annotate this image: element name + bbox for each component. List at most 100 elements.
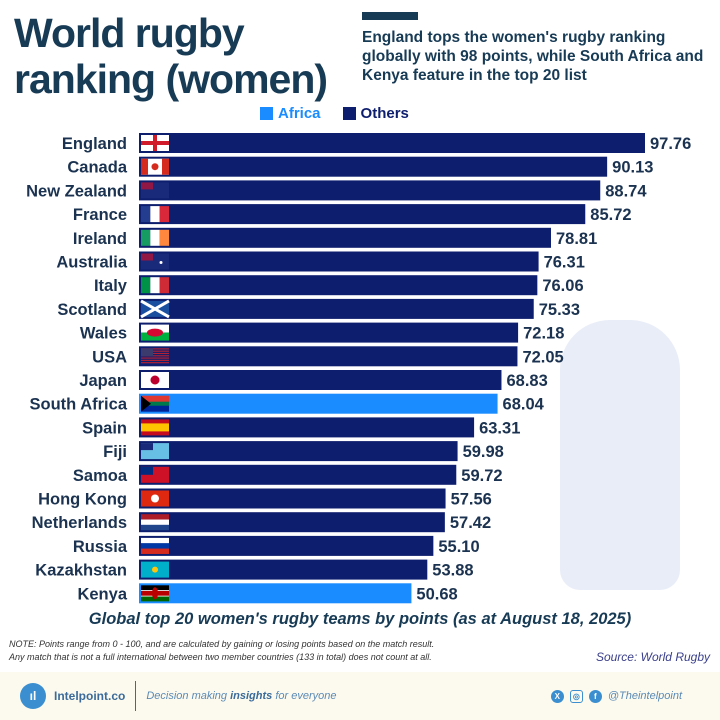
canada-flag-icon (141, 158, 169, 175)
category-label: Kazakhstan (35, 562, 127, 580)
samoa-flag-icon (141, 466, 169, 483)
intelpoint-logo-icon: ıl (20, 683, 46, 709)
spain-flag-icon (141, 419, 169, 436)
tag-bold: insights (230, 690, 273, 702)
facebook-icon[interactable]: f (588, 689, 602, 703)
source: Source: World Rugby (595, 650, 710, 664)
value-label: 90.13 (612, 159, 653, 177)
category-label: Fiji (103, 443, 127, 461)
bar-scotland (139, 298, 534, 319)
usa-flag-icon (141, 348, 169, 364)
footer: ıl Intelpoint.co Decision making insight… (0, 672, 720, 720)
category-label: Spain (82, 419, 127, 437)
hong-kong-flag-icon (141, 490, 169, 507)
bar-usa (139, 346, 518, 367)
bar-fiji (139, 441, 458, 462)
social-links: X ◎ f @Theintelpoint (550, 689, 682, 703)
bar-ireland (139, 227, 551, 248)
bar-russia (139, 535, 434, 556)
bar-kazakhstan (139, 559, 428, 580)
note-line: Any match that is not a full internation… (9, 652, 432, 662)
bar-chart: England 97.76 Canada 90.13 New Zealand 88.74 F… (26, 133, 691, 604)
value-label: 76.31 (544, 254, 585, 272)
x-icon[interactable]: X (550, 689, 564, 703)
instagram-icon[interactable]: ◎ (569, 689, 583, 703)
value-label: 55.10 (438, 538, 479, 556)
kenya-flag-icon (141, 585, 169, 602)
australia-flag-icon (141, 253, 169, 270)
category-label: Samoa (73, 467, 128, 485)
legend-label: Others (360, 105, 409, 122)
value-label: 50.68 (416, 585, 457, 603)
legend-item-others: Others (342, 105, 409, 122)
italy-flag-icon (141, 277, 170, 294)
category-label: Scotland (57, 301, 127, 319)
wales-flag-icon (141, 324, 169, 341)
tagline: Decision making insights for everyone (146, 690, 336, 702)
subtitle: England tops the women's rugby ranking g… (362, 29, 704, 84)
value-label: 57.56 (451, 491, 492, 509)
value-label: 68.83 (506, 372, 547, 390)
category-label: Netherlands (32, 514, 127, 532)
category-label: Canada (67, 159, 127, 177)
category-label: France (73, 206, 127, 224)
bar-italy (139, 275, 538, 296)
social-handle[interactable]: @Theintelpoint (607, 690, 682, 702)
category-label: USA (92, 348, 127, 366)
bar-south-africa (139, 393, 498, 414)
legend-swatch (342, 107, 356, 120)
category-label: Russia (73, 538, 128, 556)
bar-netherlands (139, 512, 445, 533)
netherlands-flag-icon (141, 514, 169, 531)
value-label: 53.88 (432, 562, 473, 580)
legend-label: Africa (278, 105, 321, 122)
value-label: 59.72 (461, 467, 502, 485)
value-label: 68.04 (503, 396, 545, 414)
legend-swatch (260, 107, 273, 120)
bar-wales (139, 322, 519, 343)
value-label: 85.72 (590, 206, 631, 224)
value-label: 78.81 (556, 230, 597, 248)
ireland-flag-icon (141, 229, 170, 246)
category-label: Ireland (73, 230, 127, 248)
value-label: 88.74 (605, 182, 647, 200)
title-line: ranking (women) (14, 56, 328, 102)
tag-text: Decision making (146, 690, 231, 702)
bar-france (139, 204, 586, 225)
new-zealand-flag-icon (141, 182, 169, 199)
title-line: World rugby (14, 10, 245, 56)
divider (135, 681, 137, 711)
bar-japan (139, 370, 502, 390)
russia-flag-icon (141, 537, 169, 554)
accent-bar (362, 12, 418, 20)
legend-item-africa: Africa (260, 105, 321, 122)
bar-hong-kong (139, 488, 446, 509)
fiji-flag-icon (141, 443, 169, 460)
value-label: 63.31 (479, 419, 520, 437)
brand-link[interactable]: Intelpoint.co (54, 689, 126, 703)
value-label: 75.33 (539, 301, 580, 319)
page-title: World rugby ranking (women) (14, 10, 328, 102)
bar-australia (139, 251, 539, 272)
value-label: 76.06 (542, 277, 583, 295)
bar-england (139, 133, 645, 153)
category-label: Australia (56, 254, 127, 272)
value-label: 57.42 (450, 514, 491, 532)
scotland-flag-icon (140, 299, 170, 319)
category-label: England (62, 135, 127, 153)
japan-flag-icon (141, 372, 169, 388)
bar-samoa (139, 464, 457, 485)
category-label: Italy (94, 277, 128, 295)
value-label: 72.18 (523, 325, 564, 343)
tag-text: for everyone (272, 690, 337, 702)
value-label: 72.05 (522, 348, 563, 366)
value-label: 97.76 (650, 135, 691, 153)
category-label: Wales (80, 325, 127, 343)
note: NOTE: Points range from 0 - 100, and are… (9, 638, 434, 664)
kazakhstan-flag-icon (141, 561, 169, 578)
south-africa-flag-icon (141, 395, 169, 412)
note-line: NOTE: Points range from 0 - 100, and are… (9, 639, 435, 649)
bar-spain (139, 417, 475, 438)
england-flag-icon (141, 135, 169, 151)
bar-new-zealand (139, 180, 601, 201)
